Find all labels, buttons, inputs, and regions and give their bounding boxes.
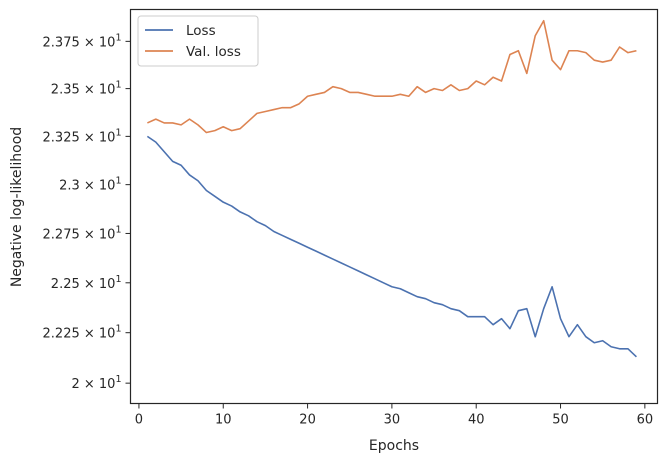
y-tick-label: 2.225 × 101 bbox=[43, 324, 122, 342]
x-tick-label: 0 bbox=[135, 413, 143, 428]
x-tick-label: 20 bbox=[299, 413, 316, 428]
y-tick-label: 2.35 × 101 bbox=[51, 80, 122, 98]
y-tick-label: 2.325 × 101 bbox=[43, 127, 122, 145]
x-axis-ticks: 0 10 20 30 40 50 60 bbox=[135, 403, 654, 428]
y-axis-label: Negative log-likelihood bbox=[9, 127, 25, 287]
legend-label-1: Val. loss bbox=[186, 44, 241, 60]
x-tick-label: 50 bbox=[552, 413, 569, 428]
x-axis-label: Epochs bbox=[369, 438, 419, 454]
y-tick-label: 2.3 × 101 bbox=[59, 176, 121, 194]
x-tick-label: 40 bbox=[468, 413, 485, 428]
series-line-1 bbox=[147, 19, 637, 134]
y-tick-label: 2 × 101 bbox=[71, 374, 121, 392]
plot-frame bbox=[129, 8, 659, 405]
series-lines bbox=[146, 19, 637, 358]
plot-area: 0 10 20 30 40 50 60 2 × 101 2.225 × 101 2.25 × 1… bbox=[43, 8, 659, 428]
y-tick-label: 2.375 × 101 bbox=[43, 32, 122, 50]
series-line-0 bbox=[146, 135, 637, 358]
y-tick-label: 2.275 × 101 bbox=[43, 224, 122, 242]
y-tick-label: 2.25 × 101 bbox=[51, 274, 122, 292]
legend-box bbox=[137, 15, 259, 67]
x-tick-label: 60 bbox=[637, 413, 654, 428]
y-axis-ticks: 2 × 101 2.225 × 101 2.25 × 101 2.275 × 101 2… bbox=[43, 32, 131, 392]
legend: Loss Val. loss bbox=[137, 15, 259, 67]
x-tick-label: 10 bbox=[215, 413, 232, 428]
legend-label-0: Loss bbox=[186, 23, 216, 39]
x-tick-label: 30 bbox=[384, 413, 401, 428]
